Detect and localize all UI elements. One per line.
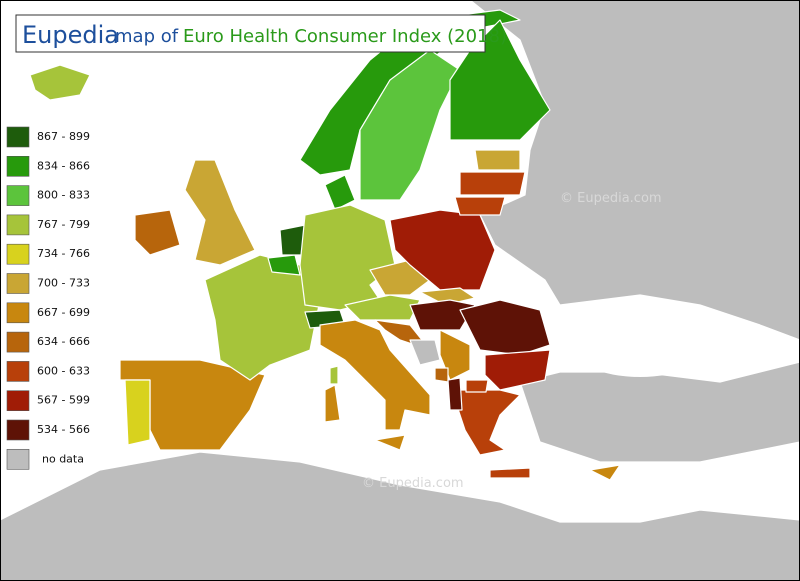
- country: [267, 254, 301, 276]
- country: [465, 379, 489, 393]
- no-data-region: [409, 339, 441, 366]
- black-sea: [570, 313, 710, 377]
- country: [459, 171, 526, 196]
- country: [474, 149, 521, 171]
- legend-label: 567 - 599: [37, 394, 90, 407]
- country: [319, 319, 431, 431]
- legend-label: 867 - 899: [37, 130, 90, 143]
- connector: map of: [115, 26, 179, 47]
- no-data-region: [0, 451, 800, 581]
- title-frame: [15, 14, 486, 53]
- legend-swatch: [6, 361, 30, 382]
- country: [489, 467, 531, 479]
- legend-swatch: [6, 185, 30, 206]
- country: [329, 365, 339, 385]
- country: [454, 389, 521, 456]
- legend-label: 734 - 766: [37, 247, 90, 260]
- country: [484, 349, 551, 391]
- watermark: © Eupedia.com: [560, 191, 662, 206]
- legend-label: 700 - 733: [37, 277, 90, 290]
- legend-label: 634 - 666: [37, 335, 90, 348]
- country: [454, 196, 506, 216]
- legend-swatch: [6, 419, 30, 441]
- country: [419, 287, 476, 306]
- legend-label: 534 - 566: [37, 423, 90, 436]
- legend-swatch: [6, 126, 30, 148]
- legend-swatch: [6, 448, 30, 470]
- brand: Eupedia: [22, 21, 119, 49]
- country: [299, 204, 396, 311]
- legend-swatch: [6, 390, 30, 412]
- country: [184, 159, 256, 266]
- country: [389, 209, 496, 291]
- legend: 867 - 899 834 - 866 800 - 833 767 - 799 734 …: [6, 126, 90, 470]
- country: [324, 384, 341, 423]
- title-box: Eupedia map of Euro Health Consumer Inde…: [15, 14, 507, 53]
- country: [434, 367, 449, 383]
- country: [134, 209, 181, 256]
- legend-swatch: [6, 273, 30, 294]
- legend-swatch: [6, 302, 30, 324]
- legend-label: 834 - 866: [37, 159, 90, 172]
- no-data-region: [519, 361, 800, 463]
- legend-label: 667 - 699: [37, 306, 90, 319]
- watermark: © Eupedia.com: [362, 476, 464, 491]
- country: [459, 299, 551, 356]
- country: [374, 434, 406, 451]
- legend-label: no data: [42, 452, 84, 465]
- country: [447, 377, 463, 411]
- country: [589, 464, 621, 481]
- legend-label: 767 - 799: [37, 218, 90, 231]
- legend-swatch: [6, 243, 30, 265]
- legend-label: 800 - 833: [37, 189, 90, 202]
- legend-label: 600 - 633: [37, 364, 90, 377]
- country: [29, 64, 91, 101]
- legend-swatch: [6, 214, 30, 236]
- title: Euro Health Consumer Index (2018): [183, 26, 507, 47]
- country: [124, 379, 151, 446]
- country: [324, 174, 356, 211]
- legend-swatch: [6, 331, 30, 353]
- legend-swatch: [6, 156, 30, 177]
